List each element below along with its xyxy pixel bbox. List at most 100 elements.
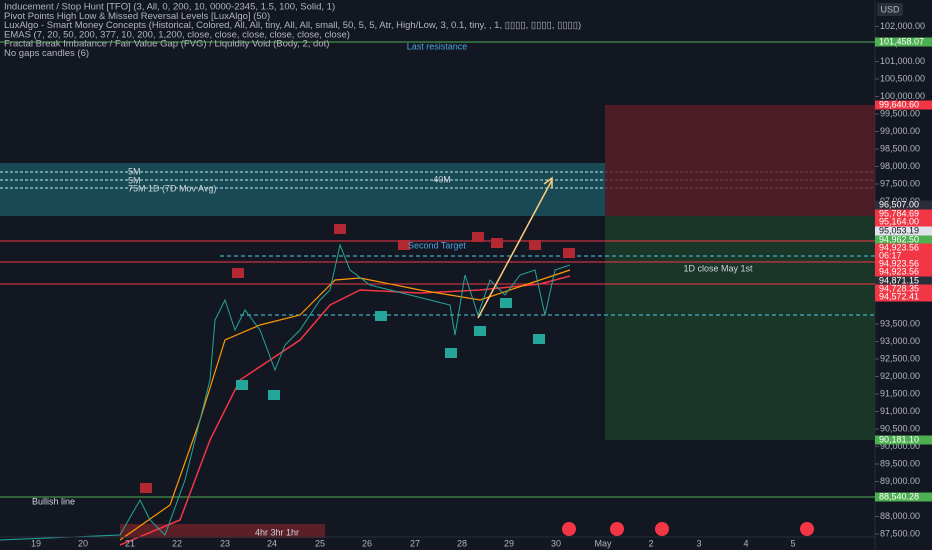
marker: [398, 240, 410, 250]
price-badge: [875, 226, 932, 236]
projection-arrow: [477, 179, 553, 319]
price-badge: [875, 259, 932, 269]
price-badge-label: 06:17: [879, 250, 902, 260]
legend-line: Pivot Points High Low & Missed Reversal …: [4, 11, 270, 22]
price-badge-label: 94,962.50: [879, 234, 919, 244]
price-badge: [875, 37, 932, 47]
price-badge-label: 99,640.60: [879, 99, 919, 109]
annotation: 40M: [433, 174, 451, 184]
price-badge: [875, 100, 932, 110]
time-tick-label: 27: [410, 538, 420, 548]
marker: [445, 348, 457, 358]
timeframe-box: [120, 524, 325, 538]
marker: [472, 232, 484, 242]
time-tick-label: 3: [696, 538, 701, 548]
marker: [140, 483, 152, 493]
annotation: 5M: [128, 175, 141, 185]
currency: USD: [880, 4, 900, 14]
event-icon: [655, 522, 669, 536]
time-tick-label: 24: [267, 538, 277, 548]
price-tick-label: 92,500.00: [880, 353, 920, 363]
time-tick-label: 5: [790, 538, 795, 548]
price-badge: [875, 292, 932, 302]
time-tick-label: 30: [551, 538, 561, 548]
price-badge: [875, 251, 932, 261]
price-tick-label: 89,500.00: [880, 458, 920, 468]
time-tick-label: 29: [504, 538, 514, 548]
price-tick-label: 97,500.00: [880, 178, 920, 188]
legend-line: EMAS (7, 20, 50, 200, 377, 10, 200, 1,20…: [4, 29, 350, 40]
time-tick-label: May: [594, 538, 612, 548]
price-badge-label: 95,784.69: [879, 208, 919, 218]
price-tick-label: 99,500.00: [880, 108, 920, 118]
marker: [375, 311, 387, 321]
annotation: 4hr 3hr 1hr: [255, 527, 299, 537]
target-zone: [605, 216, 875, 440]
stop-zone: [605, 105, 875, 216]
marker: [232, 268, 244, 278]
liquidity-zone: [0, 163, 605, 216]
time-tick-label: 21: [125, 538, 135, 548]
price-tick-label: 98,000.00: [880, 161, 920, 171]
marker: [563, 248, 575, 258]
annotation: Last resistance: [407, 41, 468, 51]
time-tick-label: 25: [315, 538, 325, 548]
price-tick-label: 98,500.00: [880, 143, 920, 153]
price-tick-label: 100,500.00: [880, 73, 925, 83]
price-badge-label: 95,164.00: [879, 216, 919, 226]
time-tick-label: 26: [362, 538, 372, 548]
price-tick-label: 90,000.00: [880, 441, 920, 451]
price-badge: [875, 217, 932, 227]
price-badge-label: 101,458.07: [879, 36, 924, 46]
time-tick-label: 22: [172, 538, 182, 548]
marker: [236, 380, 248, 390]
time-tick-label: 28: [457, 538, 467, 548]
markers: [140, 224, 575, 493]
event-icon: [610, 522, 624, 536]
event-icons: [562, 522, 814, 536]
price-badge-label: 96,507.00: [879, 199, 919, 209]
event-icon: [800, 522, 814, 536]
annotation: 1D close May 1st: [683, 263, 753, 273]
price-tick-label: 87,500.00: [880, 528, 920, 538]
price-badge-label: 94,923.56: [879, 266, 919, 276]
price-badge-label: 94,572.41: [879, 291, 919, 301]
price-tick-label: 93,500.00: [880, 318, 920, 328]
price-badge-label: 88,540.28: [879, 491, 919, 501]
price-badge-label: 90,181.10: [879, 434, 919, 444]
marker: [533, 334, 545, 344]
legend-line: Fractal Break Imbalance / Fair Value Gap…: [4, 39, 329, 50]
price-badge: [875, 276, 932, 286]
price-badge-label: 94,923.56: [879, 242, 919, 252]
price-badge: [875, 209, 932, 219]
price-tick-label: 91,000.00: [880, 406, 920, 416]
price-tick-label: 88,000.00: [880, 511, 920, 521]
ema-red: [119, 275, 571, 546]
legend-line: Inducement / Stop Hunt [TFO] (3, All, 0,…: [4, 2, 335, 13]
price-tick-label: 100,000.00: [880, 91, 925, 101]
marker: [268, 390, 280, 400]
marker: [474, 326, 486, 336]
price-tick-label: 91,500.00: [880, 388, 920, 398]
time-tick-label: 20: [78, 538, 88, 548]
time-tick-label: 23: [220, 538, 230, 548]
price-badge-label: 94,923.56: [879, 258, 919, 268]
annotation: 5M: [128, 166, 141, 176]
arrow-head: [543, 176, 553, 188]
price-badge-label: 95,053.19: [879, 225, 919, 235]
legend-line: No gaps candles (6): [4, 48, 89, 59]
annotation: Second Target: [408, 240, 466, 250]
price-badge: [875, 235, 932, 245]
price-tick-label: 102,000.00: [880, 21, 925, 31]
time-tick-label: 19: [31, 538, 41, 548]
price-badge: [875, 492, 932, 502]
price-badge: [875, 200, 932, 210]
annotation: 75M 1D (7D Mov Avg): [128, 183, 216, 193]
price-badge-label: 94,871.15: [879, 275, 919, 285]
price-tick-label: 92,000.00: [880, 371, 920, 381]
annotation: Bullish line: [32, 496, 75, 506]
time-tick-label: 2: [648, 538, 653, 548]
marker: [491, 238, 503, 248]
price-tick-label: 90,500.00: [880, 423, 920, 433]
